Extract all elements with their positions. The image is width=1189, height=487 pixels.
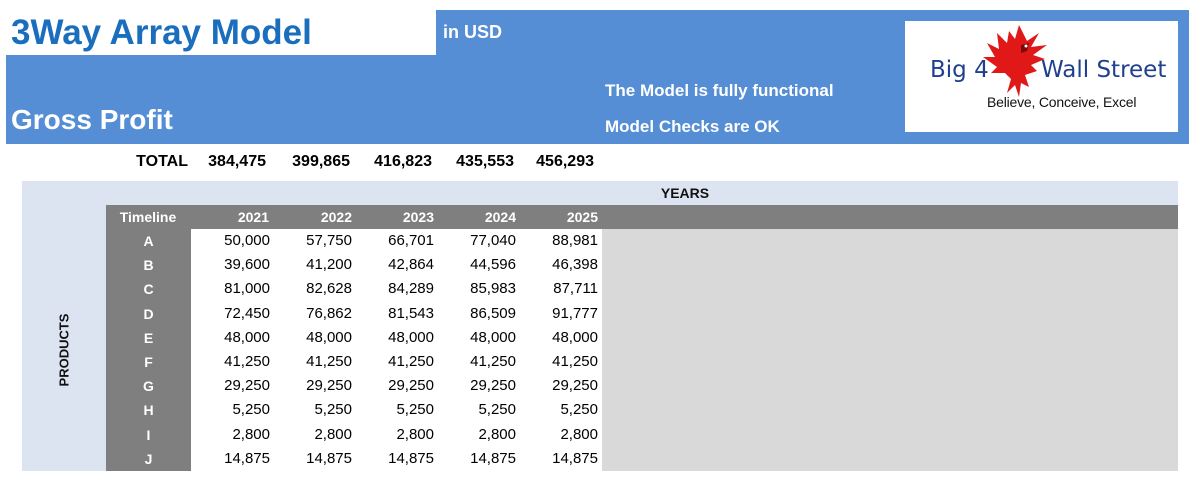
- table-cell[interactable]: 14,875: [552, 449, 598, 467]
- table-cell[interactable]: 2,800: [396, 425, 434, 443]
- table-cell[interactable]: 48,000: [388, 328, 434, 346]
- logo-tagline: Believe, Conceive, Excel: [987, 94, 1137, 110]
- table-cell[interactable]: 41,250: [552, 353, 598, 370]
- logo-text-wallstreet: Wall Street: [1041, 57, 1167, 83]
- year-header-2022: 2022: [320, 209, 352, 225]
- table-cell[interactable]: 41,250: [470, 353, 516, 370]
- table-cell[interactable]: 41,250: [306, 353, 352, 370]
- eagle-icon: [983, 25, 1047, 97]
- currency-label: in USD: [443, 22, 503, 42]
- table-cell[interactable]: 2,800: [314, 425, 352, 443]
- product-label[interactable]: J: [144, 450, 153, 467]
- table-cell[interactable]: 86,509: [470, 304, 516, 322]
- table-cell[interactable]: 72,450: [224, 304, 270, 322]
- table-cell[interactable]: 57,750: [306, 232, 352, 249]
- table-cell[interactable]: 41,250: [388, 353, 434, 370]
- table-cell[interactable]: 5,250: [560, 401, 598, 419]
- empty-area: [602, 229, 1178, 471]
- products-axis-label: PRODUCTS: [50, 300, 78, 400]
- table-cell[interactable]: 48,000: [470, 328, 516, 346]
- status-checks: Model Checks are OK: [605, 117, 780, 136]
- table-cell[interactable]: 88,981: [552, 232, 598, 249]
- table-cell[interactable]: 5,250: [478, 401, 516, 419]
- table-cell[interactable]: 2,800: [478, 425, 516, 443]
- company-logo: Big 4 Wall Street Believe, Conceive, Exc…: [905, 21, 1178, 132]
- table-cell[interactable]: 14,875: [470, 449, 516, 467]
- table-cell[interactable]: 77,040: [470, 232, 516, 249]
- year-header-2021: 2021: [237, 209, 269, 225]
- product-label[interactable]: F: [144, 354, 153, 370]
- table-cell[interactable]: 76,862: [306, 304, 352, 322]
- table-cell[interactable]: 5,250: [232, 401, 270, 419]
- product-label[interactable]: G: [143, 378, 154, 395]
- table-cell[interactable]: 14,875: [306, 449, 352, 467]
- table-cell[interactable]: 66,701: [388, 232, 434, 249]
- table-cell[interactable]: 41,250: [224, 353, 270, 370]
- product-label[interactable]: H: [143, 402, 154, 419]
- table-cell[interactable]: 39,600: [224, 256, 270, 274]
- table-cell[interactable]: 91,777: [552, 304, 598, 322]
- timeline-header: Timeline: [119, 209, 177, 225]
- year-header-2025: 2025: [566, 209, 598, 225]
- table-cell[interactable]: 2,800: [560, 425, 598, 443]
- product-label-column: [106, 229, 191, 471]
- table-cell[interactable]: 48,000: [224, 328, 270, 346]
- product-label[interactable]: I: [146, 426, 151, 443]
- product-label[interactable]: B: [143, 257, 154, 274]
- table-cell[interactable]: 5,250: [314, 401, 352, 419]
- table-cell[interactable]: 29,250: [470, 377, 516, 395]
- title-background: [6, 10, 436, 55]
- table-header-row: [106, 205, 1178, 229]
- table-cell[interactable]: 82,628: [306, 280, 352, 298]
- table-cell[interactable]: 81,543: [388, 304, 434, 322]
- years-axis-label: YEARS: [660, 185, 710, 201]
- table-cell[interactable]: 87,711: [553, 280, 598, 298]
- products-axis-text: PRODUCTS: [56, 313, 72, 387]
- table-cell[interactable]: 14,875: [388, 449, 434, 467]
- table-cell[interactable]: 42,864: [388, 256, 434, 274]
- year-header-2024: 2024: [484, 209, 516, 225]
- table-cell[interactable]: 2,800: [232, 425, 270, 443]
- year-header-2023: 2023: [402, 209, 434, 225]
- table-cell[interactable]: 29,250: [306, 377, 352, 395]
- values-area: [191, 229, 602, 471]
- total-2021: 384,475: [208, 153, 266, 170]
- table-cell[interactable]: 5,250: [396, 401, 434, 419]
- table-cell[interactable]: 84,289: [388, 280, 434, 298]
- table-cell[interactable]: 29,250: [552, 377, 598, 395]
- table-cell[interactable]: 29,250: [224, 377, 270, 395]
- table-cell[interactable]: 44,596: [470, 256, 516, 274]
- table-cell[interactable]: 85,983: [470, 280, 516, 298]
- total-2022: 399,865: [292, 153, 350, 170]
- product-label[interactable]: D: [143, 305, 154, 322]
- total-2025: 456,293: [536, 153, 594, 170]
- total-2023: 416,823: [374, 153, 432, 170]
- table-cell[interactable]: 41,200: [306, 256, 352, 274]
- section-title: Gross Profit: [11, 104, 173, 135]
- product-label[interactable]: C: [143, 281, 154, 298]
- table-cell[interactable]: 29,250: [388, 377, 434, 395]
- page-title: 3Way Array Model: [11, 13, 312, 52]
- product-label[interactable]: E: [143, 329, 154, 346]
- table-cell[interactable]: 48,000: [552, 328, 598, 346]
- total-2024: 435,553: [456, 153, 514, 170]
- table-cell[interactable]: 48,000: [306, 328, 352, 346]
- status-functional: The Model is fully functional: [605, 81, 834, 100]
- total-label: TOTAL: [136, 153, 188, 170]
- table-cell[interactable]: 50,000: [224, 232, 270, 249]
- table-cell[interactable]: 46,398: [552, 256, 598, 274]
- table-cell[interactable]: 81,000: [224, 280, 270, 298]
- product-label[interactable]: A: [143, 233, 154, 249]
- logo-text-big4: Big 4: [930, 57, 989, 83]
- table-cell[interactable]: 14,875: [224, 449, 270, 467]
